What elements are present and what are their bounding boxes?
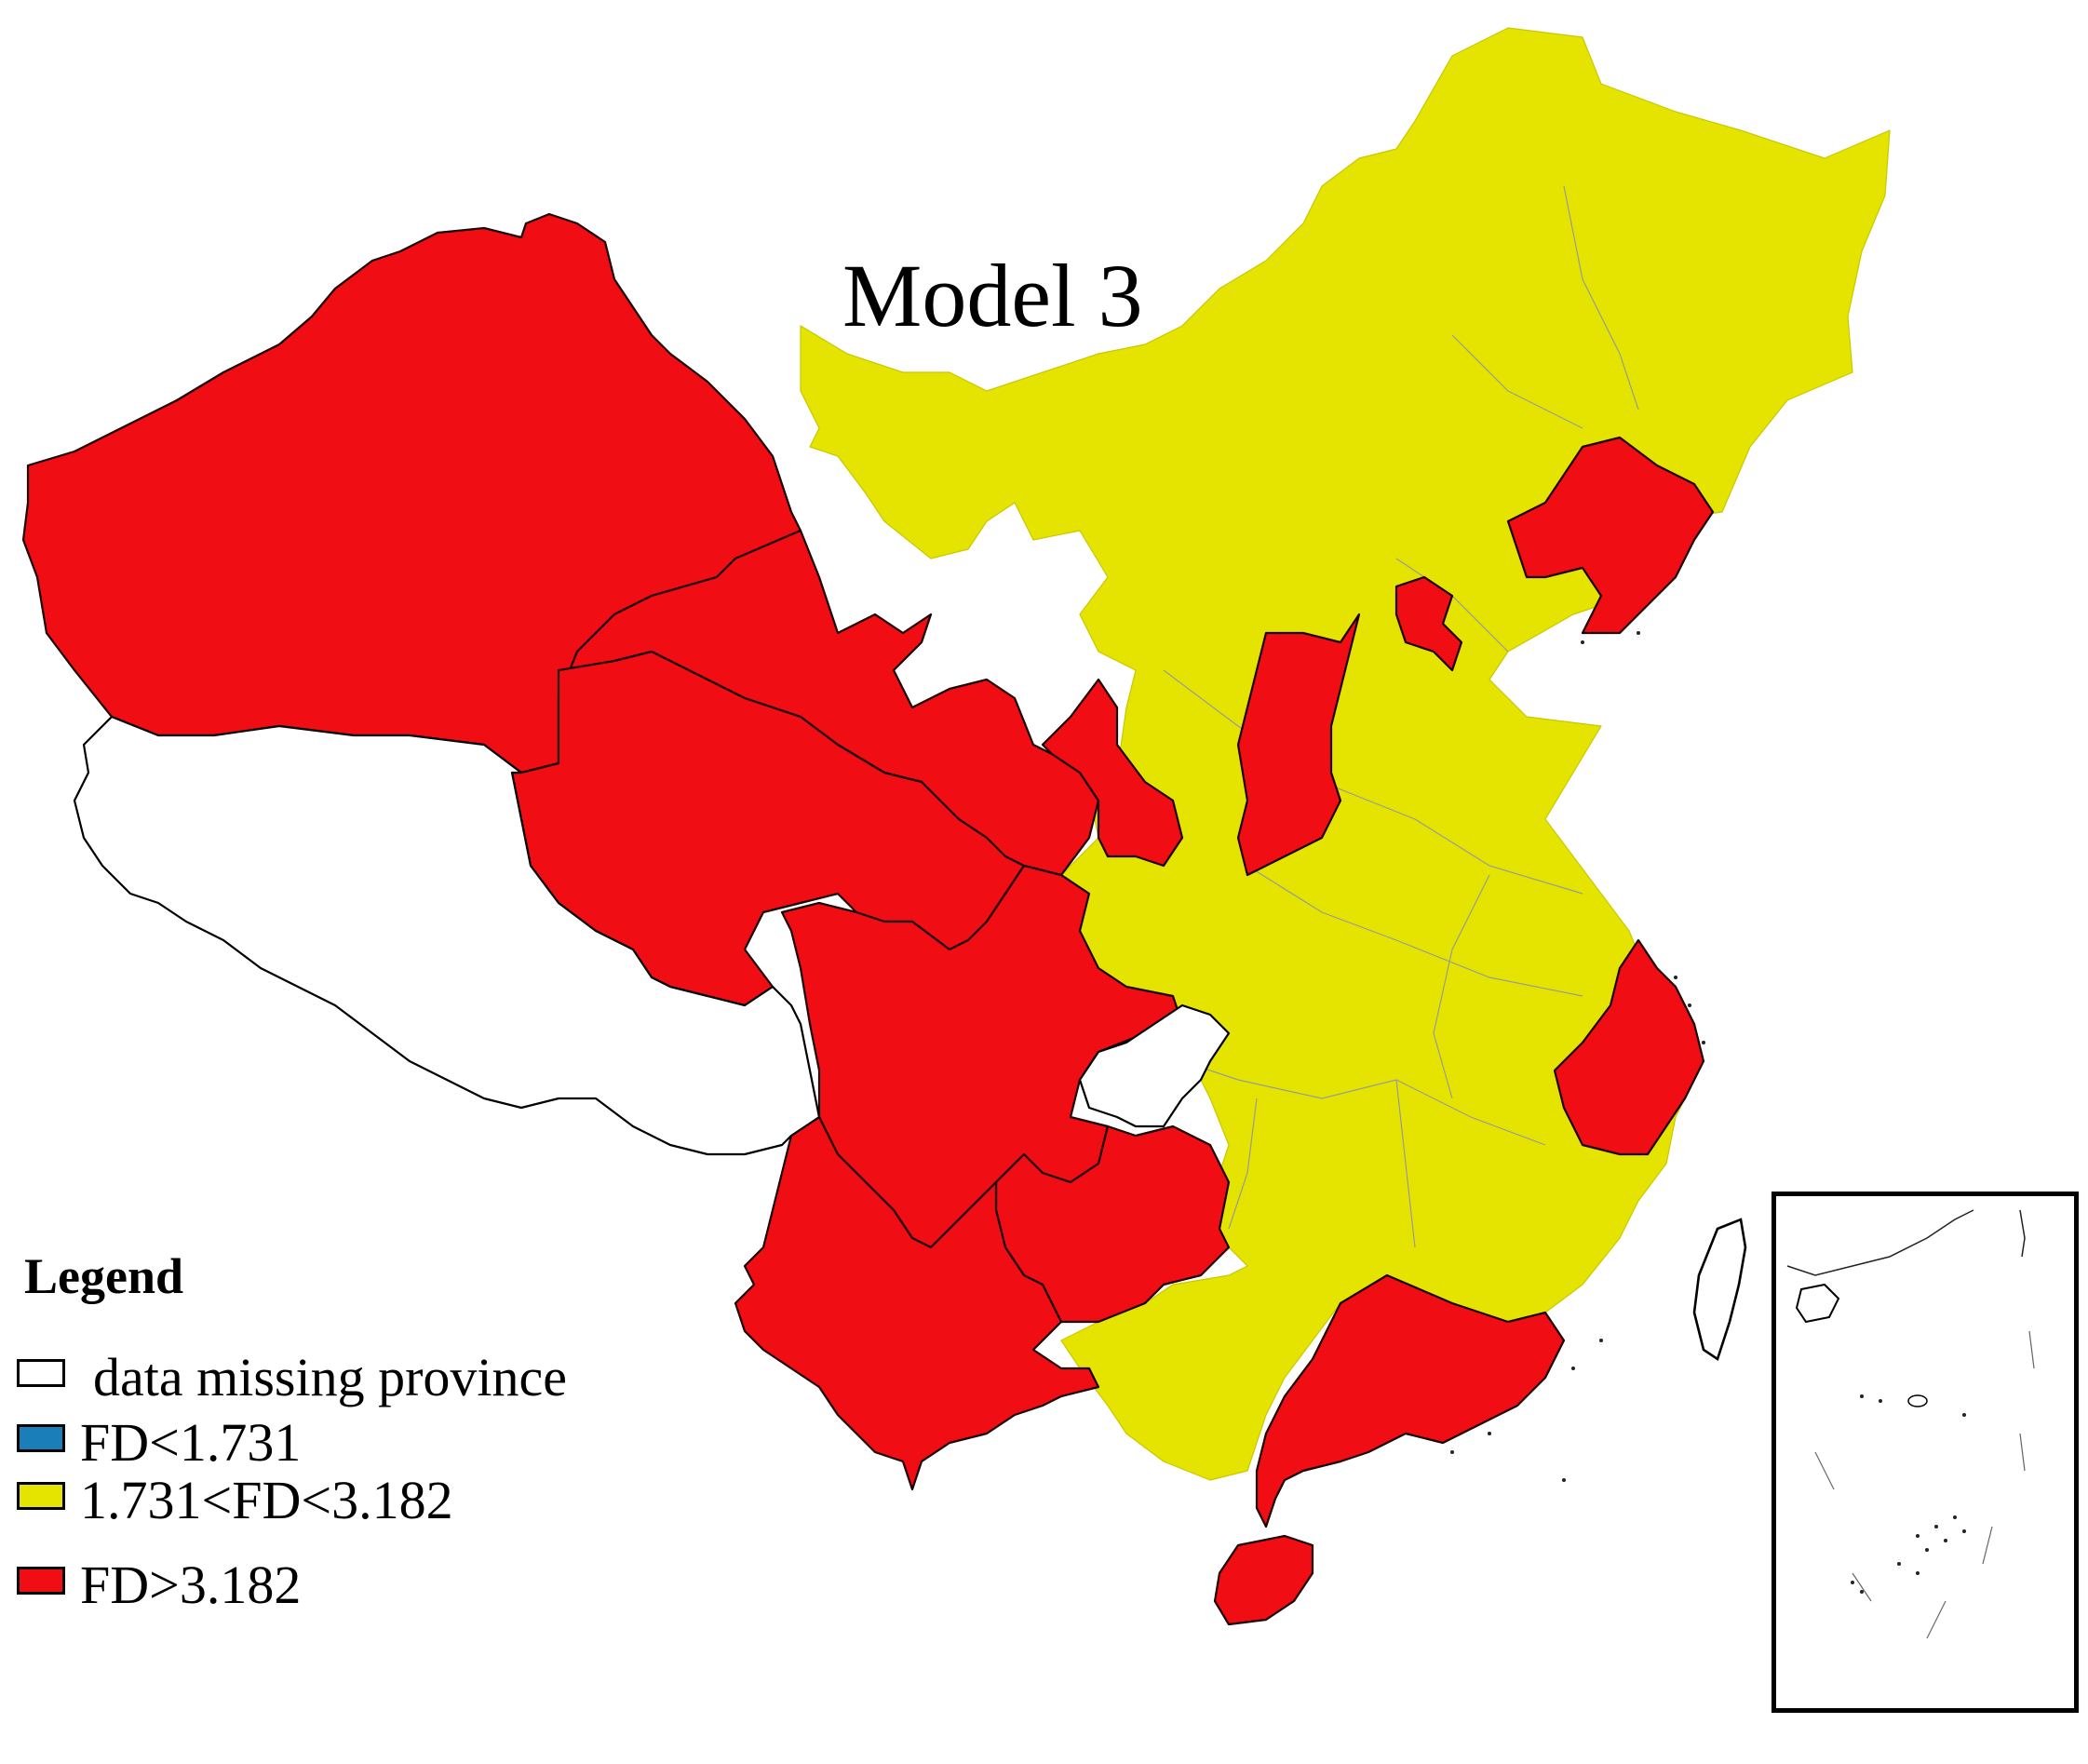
legend-swatch-missing (17, 1359, 65, 1387)
faint-border (1246, 865, 1583, 997)
region-hubei-missing (1078, 1003, 1231, 1128)
map-title: Model 3 (842, 246, 1143, 345)
region-tibet-missing (73, 715, 821, 1156)
region-shanxi (1236, 613, 1361, 877)
region-yunnan (734, 1115, 1100, 1491)
legend-label-fd-mid: 1.731<FD<3.182 (80, 1470, 453, 1530)
faint-border (1451, 334, 1583, 429)
region-liaoning (1506, 436, 1715, 635)
faint-border (1433, 874, 1490, 1099)
faint-border (1228, 1097, 1258, 1230)
legend-label-missing: data missing province (93, 1347, 568, 1407)
faint-border (1163, 669, 1583, 895)
taiwan-outline (1692, 1218, 1747, 1362)
legend-label-fd-low: FD<1.731 (80, 1412, 302, 1473)
inset-frame (1771, 1192, 2079, 1713)
legend-swatch-fd-low (17, 1424, 65, 1452)
region-beijing-tianjin (1394, 575, 1463, 672)
legend-swatch-fd-high (17, 1567, 65, 1595)
faint-border (1395, 1079, 1416, 1248)
faint-border (1153, 1051, 1546, 1146)
faint-border (1563, 185, 1639, 411)
region-guangdong (1255, 1273, 1566, 1528)
region-ningxia (1041, 678, 1184, 868)
legend-label-fd-high: FD>3.182 (80, 1555, 302, 1615)
legend-swatch-fd-mid (17, 1482, 65, 1510)
region-hainan (1213, 1534, 1314, 1626)
legend-title: Legend (24, 1248, 184, 1304)
coastal-islands (1450, 631, 1705, 1482)
region-zhejiang (1553, 938, 1705, 1156)
